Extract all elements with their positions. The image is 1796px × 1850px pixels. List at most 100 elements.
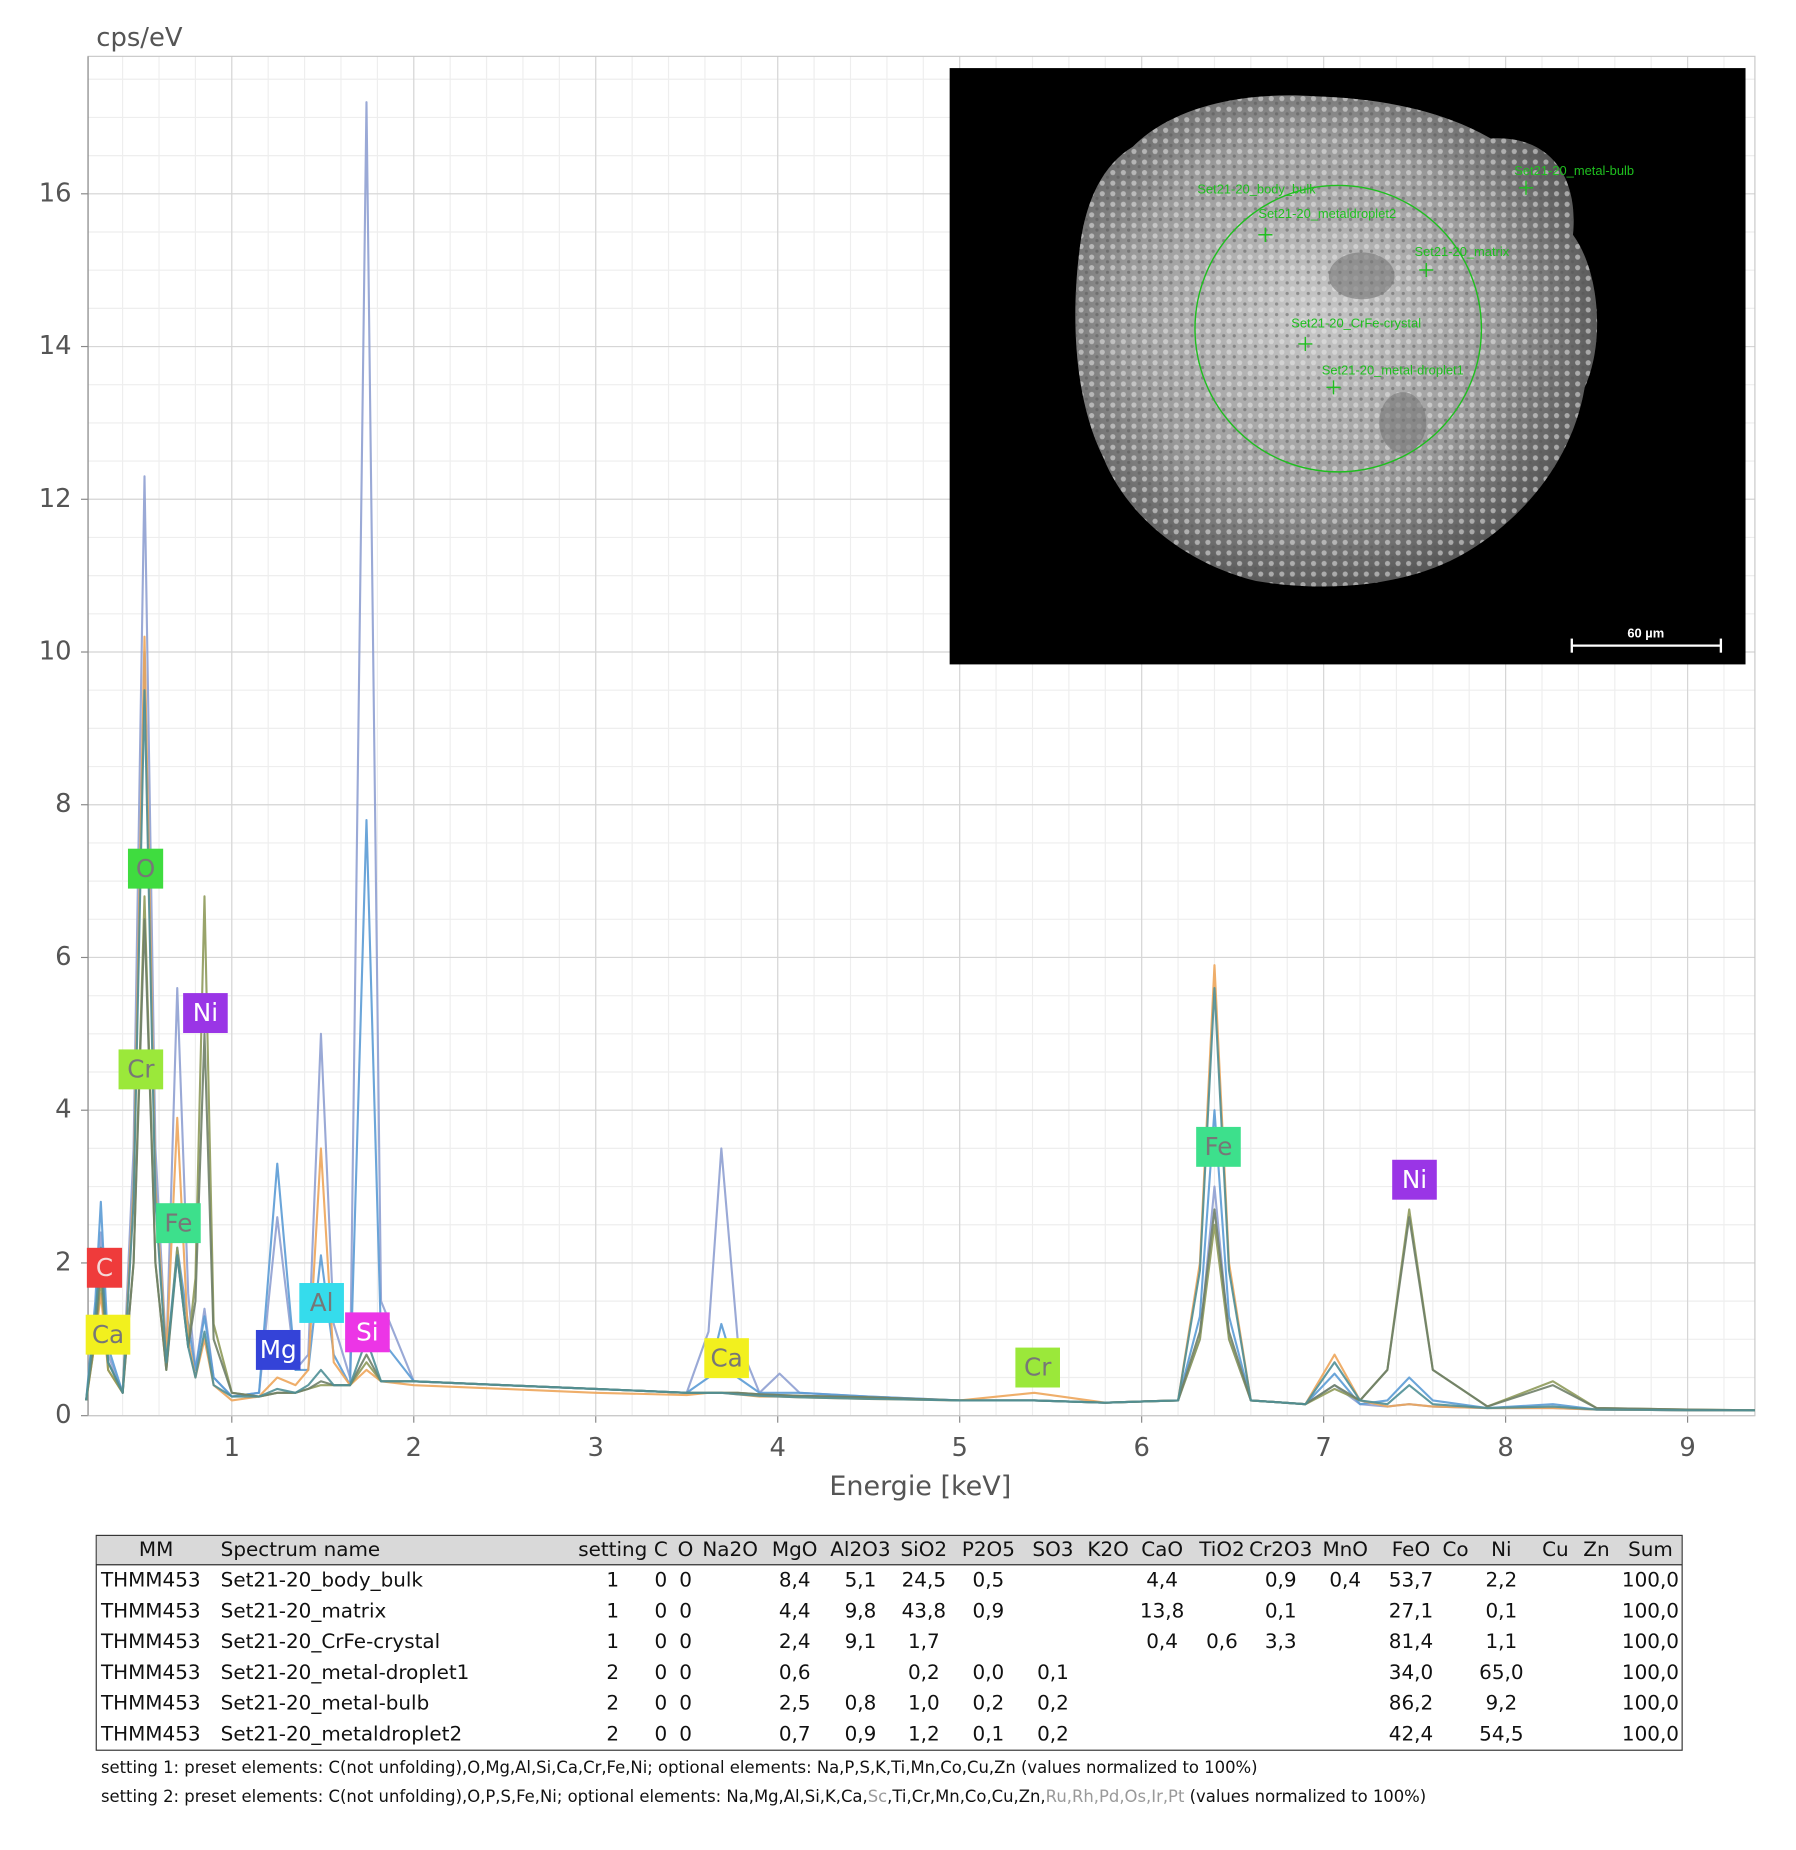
element-label: Al [310, 1288, 334, 1317]
element-label: Ca [710, 1343, 742, 1372]
table-cell: 2,5 [779, 1691, 811, 1715]
element-label: Ca [92, 1320, 124, 1349]
table-cell: 0 [679, 1598, 692, 1622]
table-cell: 4,4 [779, 1598, 811, 1622]
note-segment: ,Ti,Cr,Mn,Co,Cu,Zn, [887, 1787, 1045, 1806]
table-cell: 5,1 [845, 1568, 877, 1592]
table-cell: 100,0 [1622, 1691, 1679, 1715]
table-header-cell: O [678, 1537, 694, 1561]
table-cell: THMM453 [100, 1598, 201, 1622]
table-cell: 1,7 [908, 1629, 940, 1653]
x-tick-label: 9 [1679, 1433, 1695, 1463]
table-header-cell: Al2O3 [830, 1537, 890, 1561]
marker-label: Set21-20_body_bulk [1197, 182, 1316, 197]
table-header-cell: Na2O [702, 1537, 758, 1561]
y-tick-label: 4 [55, 1095, 71, 1125]
table-cell: 0,2 [908, 1660, 940, 1684]
table-header-cell: MgO [772, 1537, 818, 1561]
table-cell: Set21-20_metal-bulb [221, 1691, 430, 1715]
table-header-cell: Co [1443, 1537, 1469, 1561]
table-cell: 34,0 [1389, 1660, 1433, 1684]
element-label-box [86, 1247, 123, 1288]
table-cell: 0,4 [1146, 1629, 1178, 1653]
table-cell: 2,2 [1486, 1568, 1518, 1592]
table-cell: Set21-20_body_bulk [221, 1568, 424, 1592]
table-cell: 0,8 [845, 1691, 877, 1715]
table-cell: 27,1 [1389, 1598, 1433, 1622]
table-cell: 0,7 [779, 1721, 811, 1745]
y-tick-label: 2 [55, 1247, 71, 1277]
marker-cross [1419, 262, 1434, 278]
pit [1379, 392, 1427, 454]
x-tick-label: 4 [769, 1433, 785, 1463]
element-label-box [255, 1329, 301, 1370]
table-cell: 1,1 [1486, 1629, 1518, 1653]
marker-cross [1298, 336, 1313, 351]
y-tick-label: 6 [55, 942, 71, 972]
y-tick-label: 0 [55, 1400, 71, 1430]
table-cell: 0,6 [779, 1660, 811, 1684]
element-label-box [1015, 1347, 1060, 1388]
note-segment: (values normalized to 100%) [1184, 1787, 1426, 1806]
element-label-box [1392, 1159, 1437, 1200]
table-cell: 0 [655, 1660, 668, 1684]
table-header-cell: P2O5 [962, 1537, 1015, 1561]
marker-cross [1518, 180, 1534, 195]
marker-label: Set21-20_CrFe-crystal [1291, 315, 1421, 330]
table-cell: 100,0 [1622, 1660, 1679, 1684]
element-label-box [704, 1338, 749, 1379]
x-tick-label: 7 [1315, 1433, 1331, 1463]
element-label-box [156, 1203, 201, 1244]
table-cell: Set21-20_CrFe-crystal [221, 1629, 441, 1653]
table-cell: 9,1 [845, 1629, 877, 1653]
table-cell: 2 [606, 1691, 619, 1715]
table-cell: 0,2 [1037, 1721, 1069, 1745]
table-header-cell: K2O [1087, 1537, 1128, 1561]
table-header-cell: C [654, 1537, 668, 1561]
table-cell: 43,8 [902, 1598, 946, 1622]
marker-label: Set21-20_metal-droplet1 [1322, 362, 1464, 377]
table-cell: 1,0 [908, 1691, 940, 1715]
table-cell: 3,3 [1265, 1629, 1297, 1653]
x-tick-label: 2 [406, 1433, 422, 1463]
table-cell: THMM453 [100, 1721, 201, 1745]
table-cell: 1 [606, 1598, 619, 1622]
spectrum-line [85, 689, 1755, 1412]
table-cell: 0,2 [1037, 1691, 1069, 1715]
x-tick-label: 6 [1133, 1433, 1149, 1463]
table-cell: 0,0 [973, 1660, 1005, 1684]
table-cell: 2 [606, 1660, 619, 1684]
note-segment: Sc [868, 1787, 887, 1806]
table-cell: 0 [679, 1691, 692, 1715]
table-frame [95, 1534, 1683, 1751]
table-header-bg [96, 1535, 1682, 1566]
table-cell: 24,5 [902, 1568, 946, 1592]
table-cell: 8,4 [779, 1568, 811, 1592]
element-label: Fe [164, 1208, 192, 1237]
table-cell: 0,9 [973, 1598, 1005, 1622]
element-label-box [127, 848, 164, 889]
element-label: C [96, 1253, 113, 1282]
table-cell: THMM453 [100, 1568, 201, 1592]
element-label: Ni [193, 998, 218, 1027]
element-labels: C Ca O Cr Fe Ni Mg Al Si Ca Cr Fe Ni [85, 848, 1437, 1388]
element-label: O [136, 854, 155, 883]
table-cell: 54,5 [1479, 1721, 1523, 1745]
table-cell: 0,1 [1486, 1598, 1518, 1622]
y-tick-label: 8 [55, 789, 71, 819]
table-cell: Set21-20_metal-droplet1 [221, 1660, 470, 1684]
table-cell: 2,4 [779, 1629, 811, 1653]
table-cell: 86,2 [1389, 1691, 1433, 1715]
element-label: Fe [1204, 1132, 1232, 1161]
scale-bar-label: 60 µm [1627, 625, 1664, 640]
marker-cross [1258, 227, 1273, 242]
table-cell: 9,2 [1486, 1691, 1518, 1715]
table-header-cell: Spectrum name [221, 1537, 381, 1561]
table-cell: 65,0 [1479, 1660, 1523, 1684]
table-cell: 0,5 [973, 1568, 1005, 1592]
x-tick-label: 8 [1497, 1433, 1513, 1463]
table-cell: 9,8 [845, 1598, 877, 1622]
table-cell: 0 [679, 1660, 692, 1684]
element-label: Si [356, 1318, 379, 1347]
